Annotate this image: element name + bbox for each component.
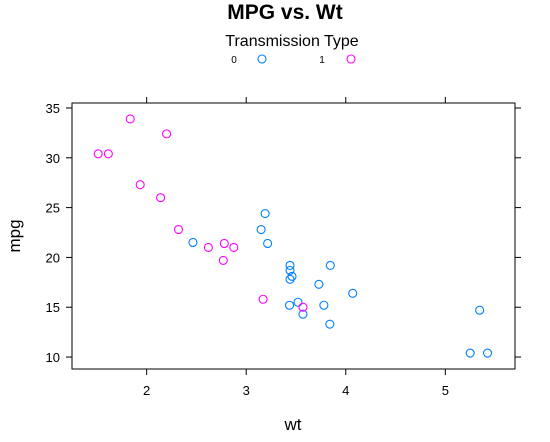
data-point-am-1 xyxy=(229,242,239,253)
x-tick-label: 2 xyxy=(143,383,150,398)
data-point-am-1 xyxy=(258,294,268,304)
y-tick-label: 35 xyxy=(46,101,60,116)
data-point-am-0 xyxy=(314,279,324,289)
data-point-am-0 xyxy=(348,288,358,298)
data-point-am-1 xyxy=(173,224,184,235)
x-tick-label: 3 xyxy=(243,383,250,398)
y-axis: 10 15 20 25 30 35 xyxy=(46,101,521,365)
y-axis-label: mpg xyxy=(5,219,24,252)
data-point-am-1 xyxy=(162,129,172,139)
y-tick-label: 25 xyxy=(46,201,60,216)
data-point-am-0 xyxy=(293,297,303,307)
data-point-am-0 xyxy=(465,348,475,358)
data-point-am-0 xyxy=(298,309,308,319)
data-point-am-0 xyxy=(319,300,329,310)
data-point-am-0 xyxy=(285,260,295,270)
data-point-am-1 xyxy=(125,114,135,124)
data-point-am-0 xyxy=(285,265,295,275)
data-point-am-1 xyxy=(218,255,228,265)
data-point-am-0 xyxy=(260,209,270,219)
legend-label: 0 xyxy=(231,55,237,66)
legend-title: Transmission Type xyxy=(225,33,358,50)
data-point-am-1 xyxy=(219,238,229,249)
data-point-am-0 xyxy=(263,238,273,249)
data-point-am-0 xyxy=(287,271,297,281)
y-tick-label: 10 xyxy=(46,350,60,365)
y-tick-label: 15 xyxy=(46,300,60,315)
x-axis-label: wt xyxy=(284,415,302,434)
legend-marker-0 xyxy=(257,54,267,64)
data-point-am-0 xyxy=(475,305,485,315)
data-point-am-1 xyxy=(93,149,103,159)
legend-label: 1 xyxy=(319,55,325,66)
chart-title: MPG vs. Wt xyxy=(227,1,343,24)
data-point-am-1 xyxy=(156,193,166,203)
legend-marker-1 xyxy=(346,54,356,64)
data-point-am-1 xyxy=(135,180,145,190)
data-point-am-1 xyxy=(203,242,213,253)
x-axis: 2 3 4 5 xyxy=(143,97,449,398)
x-tick-label: 5 xyxy=(442,383,449,398)
data-point-am-1 xyxy=(103,149,113,159)
data-point-am-0 xyxy=(325,319,335,329)
data-point-am-0 xyxy=(285,274,295,284)
data-points xyxy=(93,114,493,358)
x-tick-label: 4 xyxy=(342,383,349,398)
data-point-am-1 xyxy=(298,302,308,312)
data-point-am-0 xyxy=(256,224,266,235)
data-point-am-0 xyxy=(325,260,335,270)
data-point-am-0 xyxy=(482,348,493,358)
plot-frame xyxy=(71,102,516,370)
y-tick-label: 30 xyxy=(46,151,60,166)
data-point-am-0 xyxy=(188,237,198,248)
data-point-am-0 xyxy=(284,300,295,310)
y-tick-label: 20 xyxy=(46,250,60,265)
